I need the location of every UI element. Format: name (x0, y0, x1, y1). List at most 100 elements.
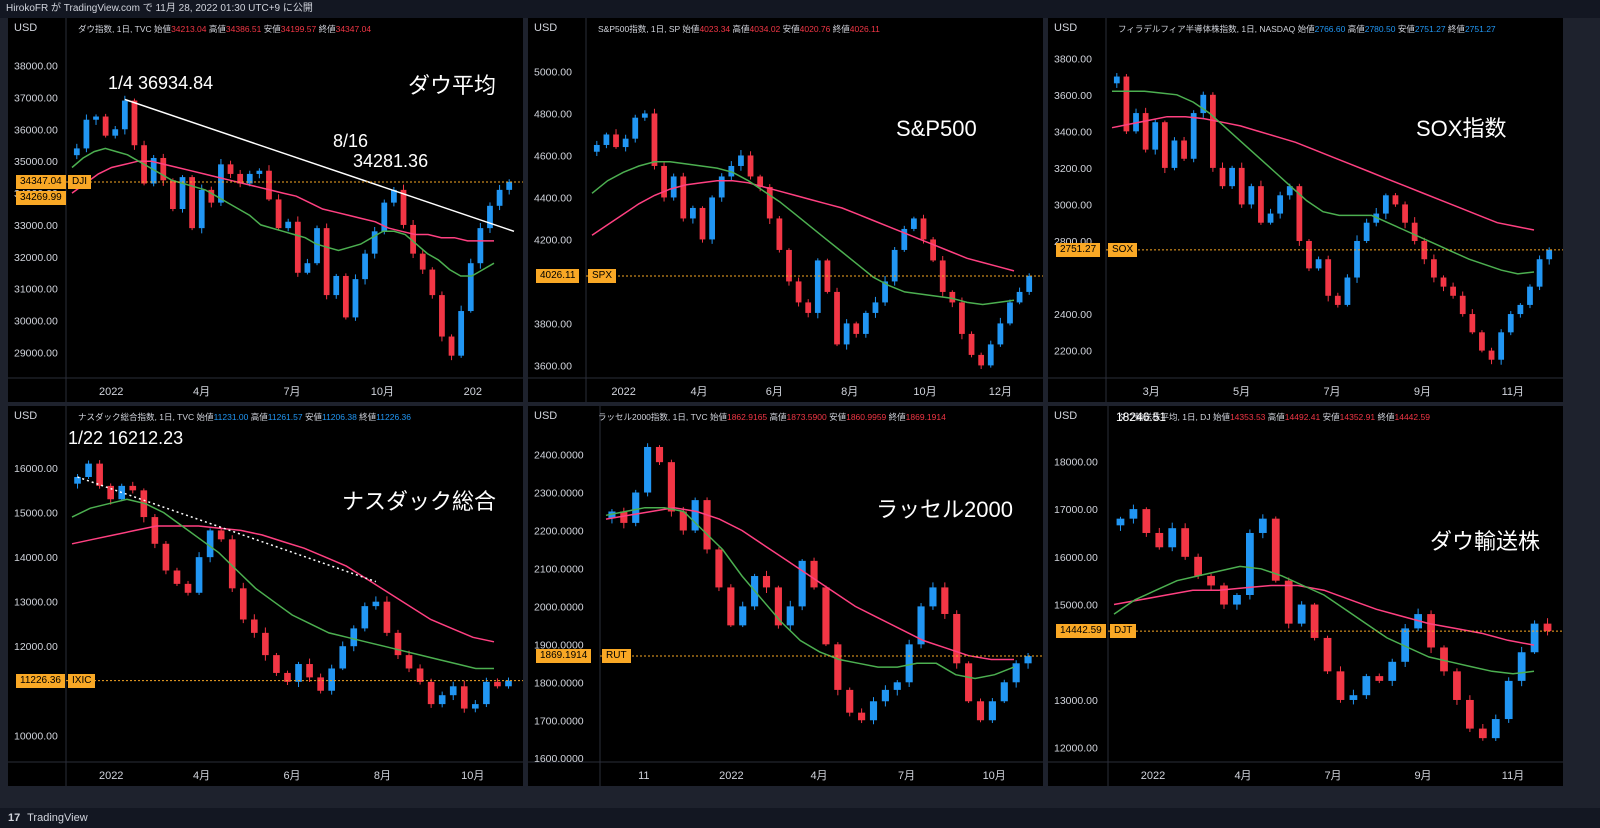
candle-body (383, 601, 391, 633)
clipped-annotation-text: 18246.51 (1116, 410, 1167, 424)
candle-body (632, 492, 640, 523)
chart-panel-sox[interactable]: 3800.003600.003400.003200.003000.002800.… (1048, 18, 1563, 402)
chart-panel-spx[interactable]: 5000.00 4800.00 4600.00 4400.00 4200.00 3800.… (528, 18, 1043, 402)
candle-body (483, 681, 490, 705)
candle-body (834, 644, 842, 690)
candle-body (1344, 277, 1351, 305)
candle-body (173, 570, 181, 584)
candle-body (218, 164, 224, 203)
x-tick-label: 202 (464, 386, 482, 398)
x-tick-label: 10月 (913, 386, 936, 398)
legend-low-label: 安値 (263, 24, 281, 34)
candle-body (953, 613, 961, 664)
legend-low-label: 安値 (782, 24, 800, 34)
y-tick-label: 2400.0000 (534, 450, 584, 462)
chart-panel-djt[interactable]: 18000.00 17000.00 16000.00 15000.00 13000.00… (1048, 406, 1563, 786)
chart-panel-ixic[interactable]: 16000.00 15000.00 14000.00 13000.00 12000.00… (8, 406, 523, 786)
candle-body (679, 511, 687, 531)
candle-body (929, 587, 937, 607)
y-tick-label: 3800.00 (1054, 53, 1092, 65)
candle-body (738, 155, 744, 166)
chart-svg-ixic[interactable]: 16000.00 15000.00 14000.00 13000.00 12000.00… (8, 406, 523, 786)
candle-body (795, 281, 802, 303)
chart-panel-rut[interactable]: 2400.0000 2300.0000 2200.0000 2100.0000 2000… (528, 406, 1043, 786)
legend-low: 14352.91 (1339, 412, 1378, 422)
chart-title-label: ダウ輸送株 (1430, 529, 1541, 554)
x-tick-label: 6月 (766, 386, 783, 398)
candle-body (208, 189, 215, 203)
candle-body (872, 302, 879, 313)
candle-body (333, 275, 340, 296)
candle-body (1310, 604, 1319, 638)
candle-body (151, 517, 159, 544)
x-tick-label: 10月 (983, 770, 1006, 782)
symbol-tag: SPX (588, 268, 617, 283)
candle-body (891, 249, 898, 282)
y-tick-label: 2300.0000 (534, 488, 584, 500)
annotation-text: 1/4 36934.84 (108, 73, 214, 93)
candle-body (632, 117, 639, 139)
candle-body (371, 231, 378, 254)
legend-open: 14353.53 (1229, 412, 1268, 422)
candle-body (798, 560, 806, 607)
currency-label: USD (1054, 22, 1078, 34)
candle-body (776, 218, 783, 250)
x-tick-label: 8月 (374, 770, 391, 782)
last-price-tag: 2751.27 (1056, 242, 1101, 257)
legend-high: 11261.57 (267, 412, 305, 422)
candle-body (131, 100, 138, 146)
chart-svg-rut[interactable]: 2400.0000 2300.0000 2200.0000 2100.0000 2000… (528, 406, 1043, 786)
moving-average-short-line (591, 161, 1015, 306)
candle-body (834, 291, 840, 345)
candle-body (239, 588, 247, 620)
trendline[interactable] (124, 98, 515, 233)
candle-body (1431, 259, 1437, 278)
x-tick-label: 11 (638, 770, 649, 782)
y-tick-label: 12000.00 (1054, 743, 1098, 755)
candle-body (429, 269, 436, 296)
y-tick-label: 29000.00 (14, 347, 58, 359)
y-tick-label: 3000.00 (1054, 199, 1092, 211)
legend-open-label: 始値 (154, 24, 172, 34)
candle-body (747, 155, 754, 177)
y-tick-label: 4200.00 (534, 234, 572, 246)
footer-bar: 17 TradingView (0, 808, 1600, 828)
chart-svg-djt[interactable]: 18000.00 17000.00 16000.00 15000.00 13000.00… (1048, 406, 1563, 786)
chart-svg-sox[interactable]: 3800.003600.003400.003200.003000.002800.… (1048, 18, 1563, 402)
candle-body (959, 302, 965, 334)
candle-body (644, 446, 652, 493)
legend-open-label: 始値 (709, 412, 727, 422)
candle-body (1354, 240, 1360, 278)
candle-body (766, 186, 773, 219)
candle-body (350, 628, 358, 647)
chart-svg-dji[interactable]: 38000.0037000.0036000.0035000.0034000.00… (8, 18, 523, 402)
candle-body (449, 686, 457, 696)
annotation-text: 8/16 (333, 131, 369, 151)
candle-body (1142, 509, 1151, 533)
candle-body (74, 476, 81, 484)
candle-body (1349, 695, 1358, 700)
symbol-tag: IXIC (68, 673, 96, 688)
candle-body (1527, 286, 1533, 305)
candle-body (1536, 259, 1543, 287)
candle-body (997, 323, 1004, 345)
legend-high: 14492.41 (1284, 412, 1323, 422)
chart-panel-dji[interactable]: 38000.0037000.0036000.0035000.0034000.00… (8, 18, 523, 402)
moving-average-short-line (1112, 90, 1535, 275)
x-tick-label: 3月 (1143, 386, 1160, 398)
legend-high: 1873.5900 (786, 412, 830, 422)
candle-body (323, 228, 330, 296)
candle-body (107, 485, 114, 500)
ohlc-legend: フィラデルフィア半導体株指数, 1日, NASDAQ 始値2766.60 高値2… (1118, 23, 1496, 35)
moving-average-short-line (71, 498, 494, 670)
candle-body (206, 530, 214, 558)
candle-body (670, 176, 677, 198)
candle-body (680, 176, 687, 219)
candle-body (987, 344, 994, 366)
candle-body (339, 646, 347, 669)
candle-body (718, 176, 725, 198)
candle-body (372, 601, 380, 607)
x-tick-label: 4月 (1234, 770, 1251, 782)
candle-body (1142, 113, 1149, 150)
chart-svg-spx[interactable]: 5000.00 4800.00 4600.00 4400.00 4200.00 3800.… (528, 18, 1043, 402)
